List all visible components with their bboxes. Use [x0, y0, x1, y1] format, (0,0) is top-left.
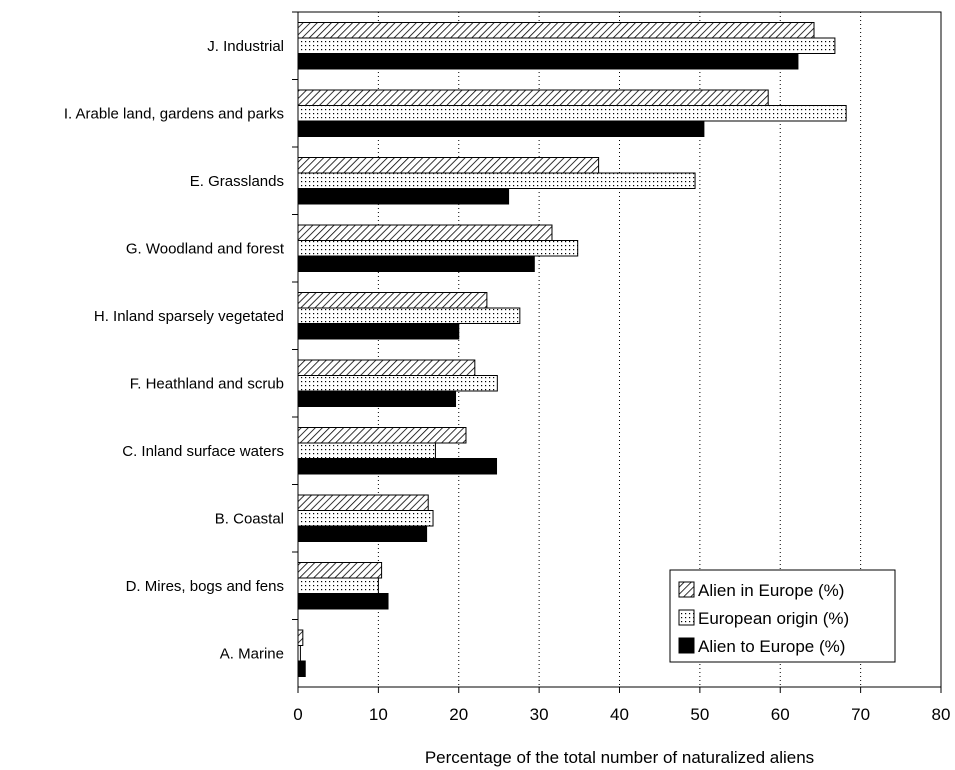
- bar: [297, 629, 304, 646]
- legend-swatch: [678, 609, 695, 626]
- x-axis-title: Percentage of the total number of natura…: [425, 748, 814, 767]
- bar: [297, 427, 467, 444]
- legend-box: [669, 569, 896, 663]
- bar: [297, 37, 836, 54]
- x-tick-label: 0: [293, 705, 302, 724]
- bar: [297, 105, 847, 122]
- category-label: C. Inland surface waters: [122, 443, 284, 460]
- x-tick-label: 10: [369, 705, 388, 724]
- bar: [297, 255, 535, 272]
- category-label: I. Arable land, gardens and parks: [64, 105, 284, 122]
- bar: [297, 53, 799, 70]
- category-label: F. Heathland and scrub: [130, 375, 284, 392]
- bar: [297, 224, 553, 241]
- category-label: E. Grasslands: [190, 173, 284, 190]
- bar: [297, 292, 488, 309]
- category-labels: J. Industrial I. Arable land, gardens and…: [64, 11, 298, 662]
- x-tick-label: 80: [932, 705, 951, 724]
- legend-swatch: [678, 581, 695, 598]
- category-label: D. Mires, bogs and fens: [126, 578, 284, 595]
- bar: [297, 89, 769, 106]
- bars: [297, 22, 847, 677]
- x-tick-label: 70: [851, 705, 870, 724]
- bar: [297, 120, 705, 137]
- category-label: H. Inland sparsely vegetated: [94, 308, 284, 325]
- legend-label: Alien to Europe (%): [698, 637, 845, 656]
- legend-label: European origin (%): [698, 609, 849, 628]
- bar: [297, 22, 815, 39]
- bar: [297, 188, 510, 205]
- x-tick-label: 60: [771, 705, 790, 724]
- bar: [297, 323, 460, 340]
- category-label: G. Woodland and forest: [126, 240, 285, 257]
- bar: [297, 172, 696, 189]
- bar: [297, 577, 379, 594]
- bar: [297, 510, 434, 527]
- category-label: B. Coastal: [215, 510, 284, 527]
- bar: [297, 562, 383, 579]
- bar: [297, 442, 436, 459]
- x-tick-labels: 0 10 20 30 40 50 60 70 80: [293, 687, 950, 724]
- bar: [297, 593, 389, 610]
- bar: [297, 375, 498, 392]
- bar: [297, 390, 457, 407]
- category-label: A. Marine: [220, 645, 284, 662]
- bar: [297, 494, 429, 511]
- legend: Alien in Europe (%) European origin (%) Al…: [669, 569, 896, 663]
- bar: [297, 240, 579, 257]
- x-tick-label: 40: [610, 705, 629, 724]
- x-tick-label: 20: [449, 705, 468, 724]
- legend-swatch: [678, 637, 695, 654]
- bar: [297, 660, 306, 677]
- bar: [297, 525, 428, 542]
- legend-label: Alien in Europe (%): [698, 581, 844, 600]
- category-label: J. Industrial: [207, 38, 284, 55]
- x-tick-label: 50: [690, 705, 709, 724]
- bar: [297, 157, 600, 174]
- bar: [297, 307, 521, 324]
- x-tick-label: 30: [530, 705, 549, 724]
- bar: [297, 458, 498, 475]
- bar: [297, 359, 476, 376]
